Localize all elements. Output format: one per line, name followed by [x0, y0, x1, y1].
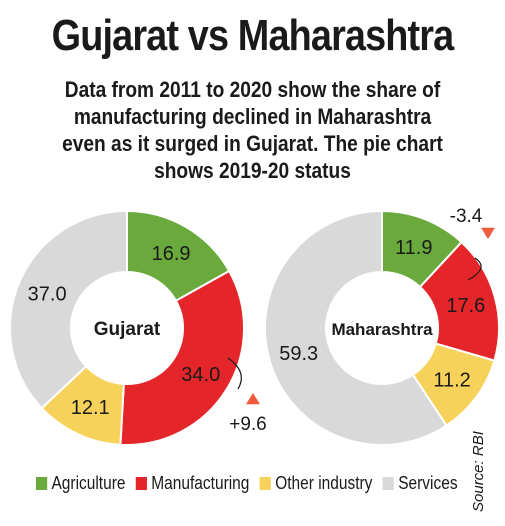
legend-item-other-industry: Other industry — [259, 473, 373, 494]
legend-label: Other industry — [275, 473, 373, 493]
legend-swatch — [382, 477, 394, 490]
gujarat-label-other-industry: 12.1 — [71, 397, 110, 419]
gujarat-label-services: 37.0 — [28, 283, 67, 305]
maharashtra-center-title: Maharashtra — [331, 320, 433, 339]
maharashtra-label-services: 59.3 — [279, 343, 318, 365]
source-note: Source: RBI — [470, 431, 487, 512]
gujarat-label-agriculture: 16.9 — [152, 243, 191, 265]
triangle-up-icon — [246, 393, 260, 405]
chart-subtitle: Data from 2011 to 2020 show the share of… — [62, 77, 443, 183]
triangle-down-icon — [481, 227, 495, 239]
maharashtra-label-other-industry: 11.2 — [433, 370, 470, 392]
gujarat-slice-services — [9, 209, 128, 410]
legend-label: Agriculture — [51, 473, 126, 493]
maharashtra-change-label: -3.4 — [450, 206, 483, 227]
maharashtra-label-agriculture: 11.9 — [395, 237, 432, 259]
legend-label: Services — [398, 473, 458, 493]
maharashtra-donut: 11.9 17.6 11.2 59.3 Maharashtra -3.4 — [264, 206, 500, 446]
legend-swatch — [259, 477, 271, 490]
gujarat-slice-manufacturing — [119, 269, 245, 446]
gujarat-donut: 16.9 34.0 12.1 37.0 Gujarat +9.6 — [9, 209, 267, 446]
legend: Agriculture Manufacturing Other industry Se… — [36, 473, 468, 494]
legend-item-agriculture: Agriculture — [36, 473, 125, 494]
maharashtra-annotation-connector — [467, 257, 482, 281]
chart-title: Gujarat vs Maharashtra — [51, 11, 455, 60]
maharashtra-slice-services — [264, 209, 448, 446]
legend-swatch — [135, 477, 147, 490]
gujarat-label-manufacturing: 34.0 — [181, 364, 220, 386]
legend-label: Manufacturing — [151, 473, 250, 493]
gujarat-center-title: Gujarat — [94, 319, 161, 340]
legend-item-services: Services — [382, 473, 458, 494]
gujarat-annotation-connector — [227, 357, 242, 390]
legend-item-manufacturing: Manufacturing — [135, 473, 250, 494]
gujarat-change-label: +9.6 — [229, 414, 267, 435]
maharashtra-label-manufacturing: 17.6 — [446, 295, 485, 317]
legend-swatch — [36, 477, 48, 490]
